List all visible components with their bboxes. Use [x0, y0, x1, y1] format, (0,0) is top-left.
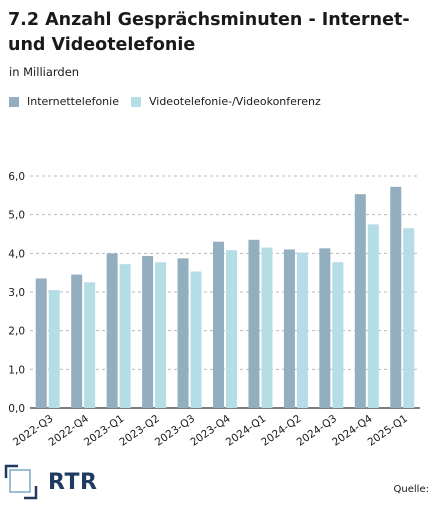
bar-internettelefonie — [71, 274, 83, 408]
chart-subtitle: in Milliarden — [9, 65, 80, 79]
bar-internettelefonie — [106, 253, 118, 408]
legend-item-internettelefonie: Internettelefonie — [9, 95, 119, 108]
bar-internettelefonie — [213, 241, 224, 408]
bar-internettelefonie — [354, 194, 366, 408]
bar-internettelefonie — [319, 248, 331, 408]
y-tick-label: 0,0 — [8, 403, 25, 415]
bar-videotelefonie — [119, 264, 131, 408]
rtr-logo: RTR — [4, 464, 97, 500]
bar-videotelefonie — [332, 262, 344, 408]
legend-label-internettelefonie: Internettelefonie — [27, 95, 119, 108]
y-tick-label: 6,0 — [8, 171, 25, 183]
legend-item-videotelefonie: Videotelefonie-/Videokonferenz — [130, 95, 321, 108]
source-label: Quelle: — [393, 484, 429, 495]
y-tick-label: 2,0 — [8, 326, 25, 338]
bar-chart: 0,01,02,03,04,05,06,02022-Q32022-Q42023-… — [8, 171, 420, 449]
legend: Internettelefonie Videotelefonie-/Videok… — [9, 95, 333, 108]
legend-label-videotelefonie: Videotelefonie-/Videokonferenz — [148, 95, 321, 108]
bar-internettelefonie — [177, 258, 189, 408]
y-tick-label: 4,0 — [8, 248, 25, 260]
legend-swatch-videotelefonie — [130, 96, 141, 107]
bar-internettelefonie — [35, 278, 47, 408]
legend-swatch-internettelefonie — [9, 96, 19, 107]
bar-internettelefonie — [390, 186, 402, 408]
bar-videotelefonie — [367, 224, 379, 408]
y-tick-label: 1,0 — [8, 364, 25, 376]
bar-videotelefonie — [155, 262, 167, 408]
rtr-logo-icon — [4, 464, 38, 500]
bar-videotelefonie — [296, 252, 308, 408]
bar-videotelefonie — [190, 271, 202, 408]
y-tick-label: 5,0 — [8, 210, 25, 222]
bar-videotelefonie — [226, 250, 237, 408]
bar-videotelefonie — [261, 247, 273, 408]
bar-videotelefonie — [84, 282, 96, 408]
bar-videotelefonie — [403, 228, 415, 408]
y-tick-label: 3,0 — [8, 287, 25, 299]
bar-videotelefonie — [48, 290, 60, 408]
bar-internettelefonie — [283, 249, 295, 408]
rtr-logo-text: RTR — [48, 469, 98, 495]
bar-internettelefonie — [248, 239, 260, 408]
chart-title: 7.2 Anzahl Gesprächsminuten - Internet- … — [8, 10, 410, 55]
x-tick-label: 2025-Q1 — [366, 413, 410, 449]
bar-internettelefonie — [142, 256, 154, 408]
